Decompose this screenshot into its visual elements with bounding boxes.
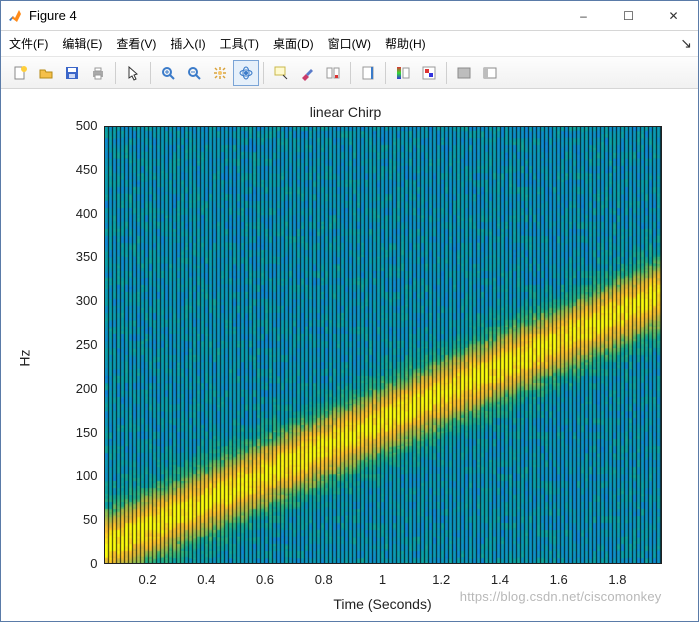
x-tick-label: 1.6: [544, 572, 574, 587]
y-tick-label: 350: [58, 249, 98, 264]
x-axis-label: Time (Seconds): [104, 596, 662, 612]
pointer-button[interactable]: [120, 60, 146, 86]
pan-icon: [212, 65, 228, 81]
figure-window: Figure 4 – ☐ ✕ 文件(F) 编辑(E) 查看(V) 插入(I) 工…: [0, 0, 699, 622]
titlebar: Figure 4 – ☐ ✕: [1, 1, 698, 31]
open-button[interactable]: [33, 60, 59, 86]
x-tick-label: 1.2: [426, 572, 456, 587]
chart-title: linear Chirp: [16, 104, 676, 120]
x-tick-label: 0.6: [250, 572, 280, 587]
legend-icon: [395, 65, 411, 81]
save-icon: [64, 65, 80, 81]
new-figure-button[interactable]: [7, 60, 33, 86]
zoom-out-button[interactable]: [181, 60, 207, 86]
maximize-glyph: ☐: [623, 9, 634, 23]
link-button[interactable]: [320, 60, 346, 86]
toolbar-separator: [385, 62, 386, 84]
y-tick-label: 200: [58, 381, 98, 396]
axes-wrapper: linear Chirp Hz Time (Seconds) 050100150…: [16, 104, 676, 612]
menu-insert[interactable]: 插入(I): [170, 35, 205, 52]
close-glyph: ✕: [668, 9, 678, 23]
y-tick-label: 300: [58, 293, 98, 308]
save-button[interactable]: [59, 60, 85, 86]
toolbar-separator: [115, 62, 116, 84]
rotate3d-icon: [238, 65, 254, 81]
x-tick-label: 1: [368, 572, 398, 587]
menu-view[interactable]: 查看(V): [116, 35, 156, 52]
x-tick-label: 1.4: [485, 572, 515, 587]
y-tick-label: 150: [58, 425, 98, 440]
menu-edit[interactable]: 编辑(E): [62, 35, 102, 52]
datacursor-button[interactable]: [268, 60, 294, 86]
maximize-button[interactable]: ☐: [606, 2, 651, 30]
axes-box[interactable]: [104, 126, 662, 564]
toolbar: [1, 57, 698, 89]
pan-button[interactable]: [207, 60, 233, 86]
brush-icon: [299, 65, 315, 81]
print-button[interactable]: [85, 60, 111, 86]
menu-window[interactable]: 窗口(W): [328, 35, 371, 52]
y-tick-label: 100: [58, 468, 98, 483]
x-tick-label: 0.2: [133, 572, 163, 587]
y-tick-label: 400: [58, 206, 98, 221]
menubar: 文件(F) 编辑(E) 查看(V) 插入(I) 工具(T) 桌面(D) 窗口(W…: [1, 31, 698, 57]
spectrogram-canvas: [105, 127, 662, 564]
show-plottools-button[interactable]: [477, 60, 503, 86]
rotate3d-button[interactable]: [233, 60, 259, 86]
pointer-icon: [125, 65, 141, 81]
minimize-button[interactable]: –: [561, 2, 606, 30]
close-button[interactable]: ✕: [651, 2, 696, 30]
new-figure-icon: [12, 65, 28, 81]
plotedit-button[interactable]: [416, 60, 442, 86]
dock-icon: [482, 65, 498, 81]
link-icon: [325, 65, 341, 81]
window-title: Figure 4: [29, 8, 561, 23]
print-icon: [90, 65, 106, 81]
hide-plottools-button[interactable]: [451, 60, 477, 86]
y-tick-label: 450: [58, 162, 98, 177]
toolbar-separator: [263, 62, 264, 84]
menu-help[interactable]: 帮助(H): [385, 35, 426, 52]
minimize-glyph: –: [580, 9, 587, 23]
y-tick-label: 50: [58, 512, 98, 527]
open-icon: [38, 65, 54, 81]
plot-area: linear Chirp Hz Time (Seconds) 050100150…: [1, 89, 698, 621]
menu-tools[interactable]: 工具(T): [220, 35, 259, 52]
zoom-out-icon: [186, 65, 202, 81]
toolbar-separator: [150, 62, 151, 84]
insert-colorbar-button[interactable]: [355, 60, 381, 86]
x-tick-label: 1.8: [602, 572, 632, 587]
insert-legend-button[interactable]: [390, 60, 416, 86]
menu-desktop[interactable]: 桌面(D): [273, 35, 314, 52]
x-tick-label: 0.4: [191, 572, 221, 587]
zoom-in-icon: [160, 65, 176, 81]
zoom-in-button[interactable]: [155, 60, 181, 86]
menu-overflow-icon[interactable]: ↘: [680, 35, 692, 52]
y-tick-label: 500: [58, 118, 98, 133]
y-axis-label: Hz: [16, 349, 32, 366]
datacursor-icon: [273, 65, 289, 81]
colorbar-icon: [360, 65, 376, 81]
toolbar-separator: [350, 62, 351, 84]
brush-button[interactable]: [294, 60, 320, 86]
x-tick-label: 0.8: [309, 572, 339, 587]
toolbar-separator: [446, 62, 447, 84]
y-tick-label: 250: [58, 337, 98, 352]
plotedit-icon: [421, 65, 437, 81]
matlab-icon: [7, 8, 23, 24]
y-tick-label: 0: [58, 556, 98, 571]
hide-tools-icon: [456, 65, 472, 81]
menu-file[interactable]: 文件(F): [9, 35, 48, 52]
